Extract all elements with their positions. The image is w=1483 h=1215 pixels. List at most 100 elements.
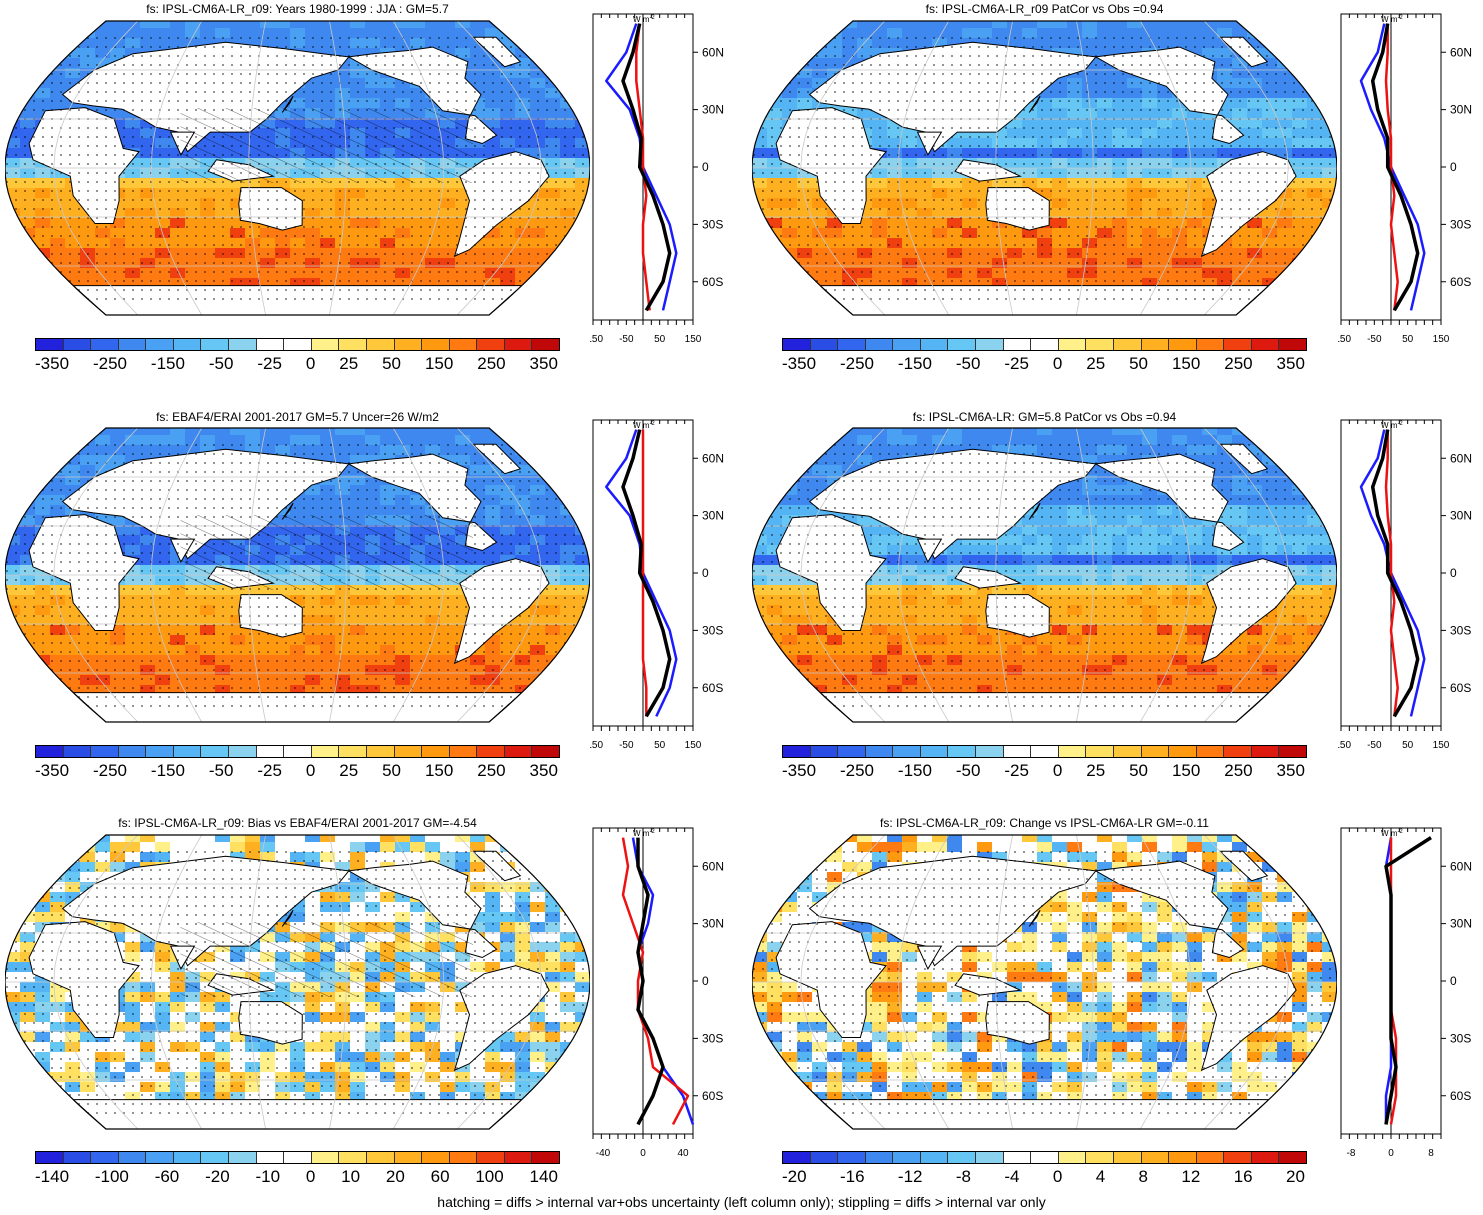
- colorbar-swatch: [477, 339, 505, 350]
- field-cell: [545, 268, 561, 279]
- field-cell: [20, 655, 36, 666]
- field-cell: [782, 278, 798, 289]
- field-cell: [560, 665, 576, 676]
- field-cell: [752, 248, 768, 259]
- field-cell: [5, 685, 21, 696]
- field-cell: [1022, 21, 1038, 29]
- field-cell: [110, 21, 126, 29]
- graticule: [150, 428, 203, 722]
- field-cell: [515, 705, 531, 716]
- colorbar-swatch: [366, 339, 395, 350]
- colorbar: [35, 338, 560, 351]
- colorbar-swatch: [173, 339, 202, 350]
- field-cell: [1322, 485, 1337, 496]
- field-cell: [1307, 715, 1323, 722]
- colorbar-swatch: [394, 746, 423, 757]
- field-cell: [812, 28, 828, 39]
- field-cell: [560, 48, 576, 59]
- colorbar-tick-label: 50: [382, 354, 402, 373]
- field-cell: [545, 21, 561, 29]
- field-cell: [1322, 58, 1337, 69]
- field-cell: [560, 428, 576, 436]
- field-cell: [1322, 515, 1337, 526]
- field-cell: [1322, 685, 1337, 696]
- field-cell: [1307, 28, 1323, 39]
- field-cell: [1322, 308, 1337, 315]
- field-cell: [50, 445, 66, 456]
- field-cell: [395, 21, 411, 29]
- field-cell: [1307, 308, 1323, 315]
- field-cell: [752, 258, 768, 269]
- lat-label: 60N: [702, 451, 724, 465]
- field-cell: [752, 655, 768, 666]
- field-cell: [1277, 455, 1293, 466]
- field-cell: [35, 715, 51, 722]
- field-cell: [1217, 428, 1233, 436]
- field-cell: [35, 21, 51, 29]
- field-cell: [560, 435, 576, 446]
- field-cell: [545, 38, 561, 49]
- field-cell: [812, 705, 828, 716]
- field-cell: [1292, 428, 1308, 436]
- field-cell: [1292, 455, 1308, 466]
- colorbar-swatch: [1003, 339, 1032, 350]
- field-cell: [782, 288, 798, 299]
- field-cell: [65, 705, 81, 716]
- field-cell: [767, 665, 783, 676]
- field-cell: [1307, 695, 1323, 706]
- field-cell: [50, 48, 66, 59]
- colorbar-tick-label: 150: [424, 761, 454, 780]
- field-cell: [827, 715, 843, 722]
- field-cell: [782, 685, 798, 696]
- field-cell: [50, 21, 66, 29]
- field-cell: [575, 505, 590, 516]
- field-cell: [1262, 21, 1278, 29]
- field-cell: [560, 28, 576, 39]
- field-cell: [1322, 625, 1337, 636]
- field-cell: [782, 268, 798, 279]
- field-cell: [20, 78, 36, 89]
- zonal-series-black: [621, 429, 672, 718]
- field-cell: [1307, 485, 1323, 496]
- field-cell: [260, 428, 276, 436]
- field-cell: [545, 308, 561, 315]
- colorbar-swatch: [948, 339, 977, 350]
- colorbar-swatch: [865, 339, 894, 350]
- field-cell: [1262, 428, 1278, 436]
- field-cell: [782, 48, 798, 59]
- colorbar-tick-label: -25: [1004, 354, 1029, 373]
- colorbar-labels: -350 -250 -150 -50 -25 0 25 50 150 250 350: [35, 761, 558, 781]
- field-cell: [902, 428, 918, 436]
- colorbar-tick-label: 250: [477, 761, 506, 780]
- colorbar-swatch: [284, 746, 312, 757]
- field-cell: [797, 435, 813, 446]
- colorbar-swatch: [201, 339, 230, 350]
- field-cell: [782, 58, 798, 69]
- field-cell: [1307, 258, 1323, 269]
- field-cell: [1247, 21, 1263, 29]
- lat-label: 30N: [702, 509, 724, 523]
- field-cell: [977, 428, 993, 436]
- field-cell: [1307, 58, 1323, 69]
- field-cell: [50, 278, 66, 289]
- field-cell: [1322, 695, 1337, 706]
- field-cell: [215, 428, 231, 436]
- colorbar-tick-label: 50: [382, 761, 402, 780]
- field-cell: [560, 655, 576, 666]
- graticule: [248, 428, 266, 722]
- field-cell: [1322, 428, 1337, 436]
- field-cell: [365, 21, 381, 29]
- field-cell: [1322, 455, 1337, 466]
- field-cell: [1292, 695, 1308, 706]
- colorbar-tick-label: -50: [955, 354, 981, 373]
- field-cell: [752, 465, 768, 476]
- field-cell: [350, 21, 366, 29]
- field-cell: [1322, 495, 1337, 506]
- field-cell: [575, 475, 590, 486]
- graticule: [1139, 21, 1192, 315]
- field-cell: [440, 21, 456, 29]
- field-cell: [545, 58, 561, 69]
- field-cell: [5, 28, 21, 39]
- field-cell: [947, 428, 963, 436]
- field-cell: [992, 428, 1008, 436]
